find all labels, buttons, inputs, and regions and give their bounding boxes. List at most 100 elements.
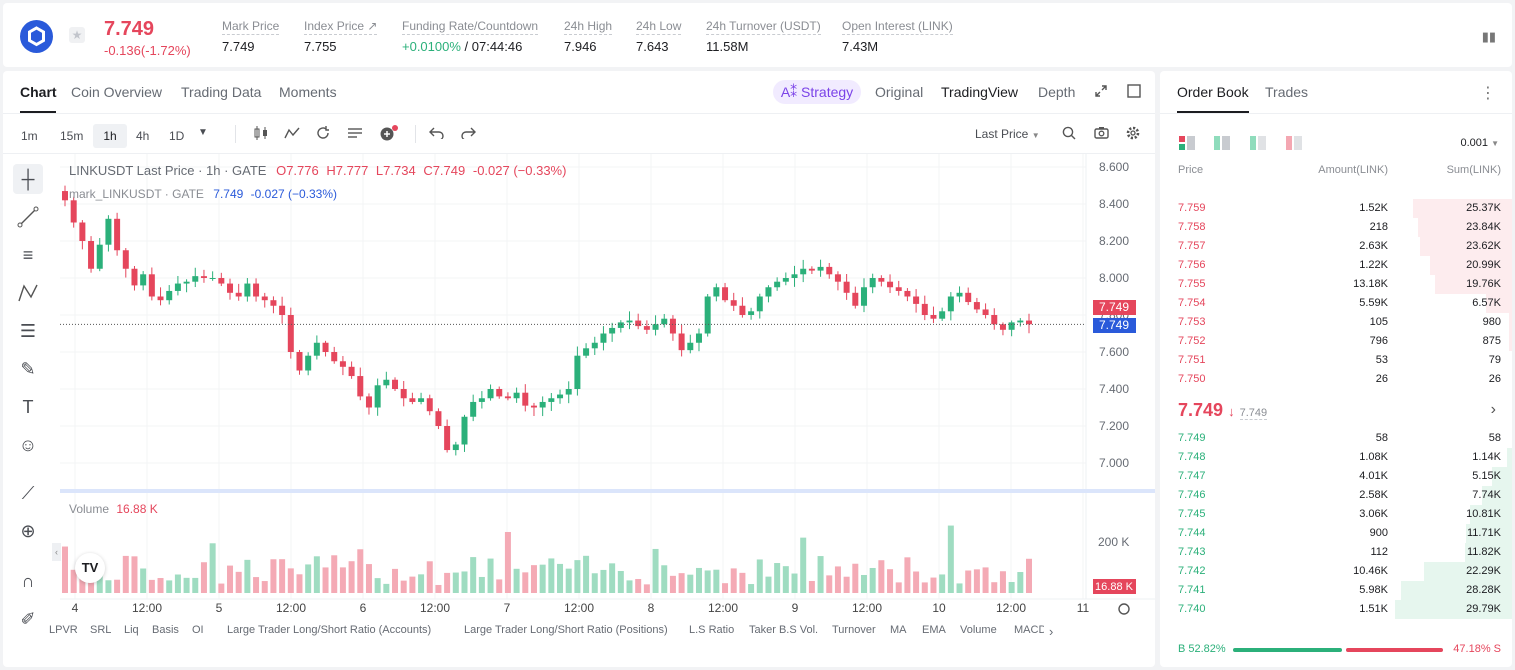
ask-row[interactable]: 7.758 218 23.84K	[1160, 218, 1512, 237]
tab-trading-data[interactable]: Trading Data	[181, 84, 262, 100]
ask-row[interactable]: 7.754 5.59K 6.57K	[1160, 294, 1512, 313]
view-tradingview[interactable]: TradingView	[941, 84, 1019, 100]
indicator-oi[interactable]: OI	[192, 624, 204, 636]
indicator-ls-ratio[interactable]: L.S Ratio	[689, 624, 735, 636]
view-bids-only-icon[interactable]	[1250, 136, 1266, 153]
templates-icon[interactable]	[348, 127, 362, 142]
trend-line-tool-icon[interactable]	[13, 202, 43, 232]
bid-row[interactable]: 7.747 4.01K 5.15K	[1160, 467, 1512, 486]
settings-gear-icon[interactable]	[1126, 126, 1140, 143]
ask-row[interactable]: 7.759 1.52K 25.37K	[1160, 199, 1512, 218]
candle-body	[895, 287, 902, 291]
chevron-down-icon[interactable]: ▼	[198, 127, 208, 138]
bid-row[interactable]: 7.740 1.51K 29.79K	[1160, 600, 1512, 619]
more-options-icon[interactable]: ⋮	[1480, 85, 1496, 102]
view-asks-icon[interactable]	[1286, 136, 1302, 153]
tradingview-logo-icon[interactable]: TV	[75, 553, 105, 583]
collapse-toolbar-icon[interactable]: ‹	[52, 543, 61, 561]
timeframe-15m[interactable]: 15m	[60, 129, 84, 143]
indicator-lpvr[interactable]: LPVR	[49, 624, 78, 636]
candle-body	[739, 305, 746, 315]
mark-price-tag-bg	[1093, 318, 1136, 333]
candle-type-icon[interactable]	[253, 126, 269, 143]
undo-icon[interactable]	[429, 127, 445, 142]
indicator-lt-accounts[interactable]: Large Trader Long/Short Ratio (Accounts)	[227, 624, 432, 636]
text-tool-icon[interactable]: T	[22, 397, 34, 417]
bid-row[interactable]: 7.744 900 11.71K	[1160, 524, 1512, 543]
row-price: 7.752	[1178, 335, 1206, 347]
indicator-macd[interactable]: MACD	[1014, 624, 1044, 636]
magnet-tool-icon[interactable]: ∩	[21, 571, 35, 591]
indicator-volume[interactable]: Volume	[960, 624, 997, 636]
view-original[interactable]: Original	[875, 84, 924, 100]
index-price-stat[interactable]: Index Price ↗ 7.755	[304, 19, 378, 54]
ask-row[interactable]: 7.756 1.22K 20.99K	[1160, 256, 1512, 275]
camera-icon[interactable]	[1094, 126, 1109, 142]
depth-bar	[1486, 294, 1512, 313]
indicator-lt-positions[interactable]: Large Trader Long/Short Ratio (Positions…	[464, 624, 668, 636]
bid-row[interactable]: 7.748 1.08K 1.14K	[1160, 448, 1512, 467]
zoom-in-tool-icon[interactable]: ⊕	[20, 521, 36, 541]
price-type-select[interactable]: Last Price ▼	[975, 127, 1040, 141]
ask-row[interactable]: 7.752 796 875	[1160, 332, 1512, 351]
indicator-turnover[interactable]: Turnover	[832, 624, 876, 636]
search-icon[interactable]	[1062, 126, 1076, 143]
pattern-tool-icon[interactable]	[13, 278, 43, 308]
bid-row[interactable]: 7.741 5.98K 28.28K	[1160, 581, 1512, 600]
redo-icon[interactable]	[460, 127, 476, 142]
indicator-taker-vol[interactable]: Taker B.S Vol.	[749, 624, 819, 636]
chevron-right-icon[interactable]: ›	[1490, 401, 1496, 418]
timeframe-4h[interactable]: 4h	[136, 129, 150, 143]
favorite-star-icon[interactable]: ★	[69, 27, 85, 43]
ask-row[interactable]: 7.755 13.18K 19.76K	[1160, 275, 1512, 294]
ask-row[interactable]: 7.757 2.63K 23.62K	[1160, 237, 1512, 256]
candle-body	[826, 266, 833, 275]
timeframe-1h[interactable]: 1h	[93, 124, 127, 148]
bid-row[interactable]: 7.745 3.06K 10.81K	[1160, 505, 1512, 524]
mid-price[interactable]: 7.749 ↓ 7.749	[1178, 400, 1268, 421]
precision-select[interactable]: 0.001 ▼	[1460, 137, 1499, 149]
row-price: 7.748	[1178, 451, 1206, 463]
view-both-icon[interactable]	[1179, 136, 1195, 153]
ask-row[interactable]: 7.751 53 79	[1160, 351, 1512, 370]
ask-row[interactable]: 7.753 105 980	[1160, 313, 1512, 332]
timeframe-1d[interactable]: 1D	[169, 129, 185, 143]
timeframe-1m[interactable]: 1m	[21, 129, 38, 143]
volume-bar	[583, 555, 590, 593]
indicator-basis[interactable]: Basis	[152, 624, 179, 636]
bid-row[interactable]: 7.742 10.46K 22.29K	[1160, 562, 1512, 581]
indicator-ma[interactable]: MA	[890, 624, 907, 636]
tab-moments[interactable]: Moments	[279, 84, 337, 100]
stat-value: 7.755	[304, 39, 337, 54]
indicator-srl[interactable]: SRL	[90, 624, 112, 636]
row-price: 7.750	[1178, 373, 1206, 385]
view-bids-icon[interactable]	[1214, 136, 1230, 153]
bid-row[interactable]: 7.746 2.58K 7.74K	[1160, 486, 1512, 505]
emoji-tool-icon[interactable]: ☺	[18, 435, 38, 455]
indicator-liq[interactable]: Liq	[124, 624, 139, 636]
bid-row[interactable]: 7.743 112 11.82K	[1160, 543, 1512, 562]
replay-icon[interactable]	[316, 126, 330, 143]
brush-tool-icon[interactable]: ✎	[20, 359, 36, 379]
chevron-right-icon[interactable]: ›	[1049, 624, 1054, 639]
indicators-icon[interactable]	[284, 126, 300, 143]
channel-tool-icon[interactable]: ≡	[22, 245, 34, 265]
view-depth[interactable]: Depth	[1038, 84, 1076, 100]
tab-coin-overview[interactable]: Coin Overview	[71, 84, 163, 100]
ruler-tool-icon[interactable]: ⟋	[21, 483, 35, 503]
crosshair-tool-icon[interactable]: ┼	[13, 164, 43, 194]
window-icon[interactable]	[1127, 84, 1141, 101]
fibonacci-tool-icon[interactable]: ☰	[19, 321, 37, 341]
bid-row[interactable]: 7.749 58 58	[1160, 429, 1512, 448]
lock-drawings-icon[interactable]: ✐	[20, 609, 36, 629]
tab-trades[interactable]: Trades	[1265, 84, 1309, 100]
ask-row[interactable]: 7.750 26 26	[1160, 370, 1512, 389]
expand-icon[interactable]	[1094, 84, 1108, 101]
tab-chart[interactable]: Chart	[20, 84, 57, 100]
price-chart[interactable]: 8.6008.4008.2008.0007.8007.6007.4007.200…	[3, 71, 1155, 667]
book-icon[interactable]: ▮▮	[1481, 29, 1496, 44]
indicator-ema[interactable]: EMA	[922, 624, 946, 636]
tab-order-book[interactable]: Order Book	[1177, 84, 1249, 100]
add-alert-icon[interactable]	[379, 125, 399, 144]
strategy-button[interactable]: A⁑ Strategy	[773, 80, 861, 104]
